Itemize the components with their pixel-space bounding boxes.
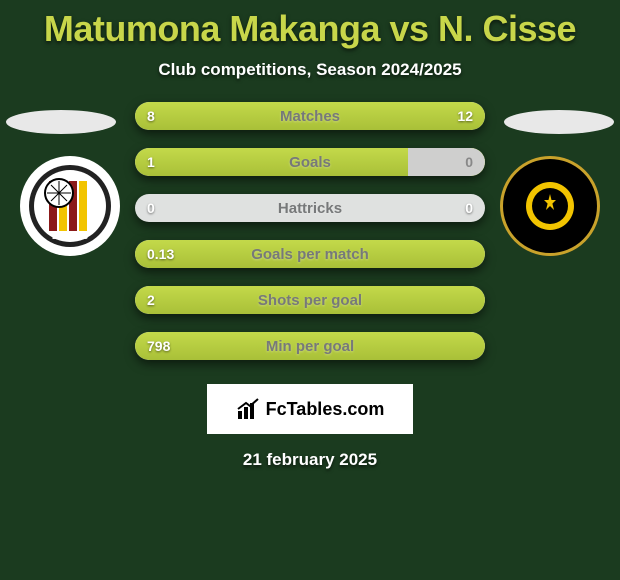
le-mans-badge-icon: LE MANS xyxy=(27,163,113,249)
subtitle: Club competitions, Season 2024/2025 xyxy=(0,60,620,80)
right-club-badge xyxy=(500,156,600,256)
stat-bar: Min per goal798 xyxy=(135,332,485,360)
bar-chart-icon xyxy=(236,397,260,421)
stat-label: Shots per goal xyxy=(135,286,485,314)
stat-bar: Hattricks0 0 xyxy=(135,194,485,222)
stat-label: Matches xyxy=(135,102,485,130)
fctables-label: FcTables.com xyxy=(266,399,385,420)
stat-value-left: 8 xyxy=(147,102,155,130)
stat-label: Min per goal xyxy=(135,332,485,360)
stat-value-right: 12 xyxy=(457,102,473,130)
left-ellipse-decoration xyxy=(6,110,116,134)
stat-value-left: 798 xyxy=(147,332,170,360)
comparison-panel: LE MANS Matches812Goals10Hattricks00Goal… xyxy=(0,102,620,360)
stat-bar: Matches8 12 xyxy=(135,102,485,130)
stat-value-right: 0 xyxy=(465,148,473,176)
stats-bars: Matches812Goals10Hattricks00Goals per ma… xyxy=(135,102,485,360)
quevilly-badge-icon xyxy=(510,166,590,246)
stat-bar: Shots per goal2 xyxy=(135,286,485,314)
stat-label: Goals per match xyxy=(135,240,485,268)
stat-value-left: 1 xyxy=(147,148,155,176)
stat-value-left: 0.13 xyxy=(147,240,174,268)
date-text: 21 february 2025 xyxy=(0,450,620,470)
stat-label: Goals xyxy=(135,148,485,176)
stat-value-left: 2 xyxy=(147,286,155,314)
fctables-watermark: FcTables.com xyxy=(207,384,413,434)
stat-label: Hattricks xyxy=(135,194,485,222)
svg-text:LE MANS: LE MANS xyxy=(52,232,89,241)
left-club-badge: LE MANS xyxy=(20,156,120,256)
stat-value-left: 0 xyxy=(147,194,155,222)
stat-bar: Goals per match0.13 xyxy=(135,240,485,268)
right-ellipse-decoration xyxy=(504,110,614,134)
stat-value-right: 0 xyxy=(465,194,473,222)
page-title: Matumona Makanga vs N. Cisse xyxy=(0,0,620,50)
stat-bar: Goals1 0 xyxy=(135,148,485,176)
